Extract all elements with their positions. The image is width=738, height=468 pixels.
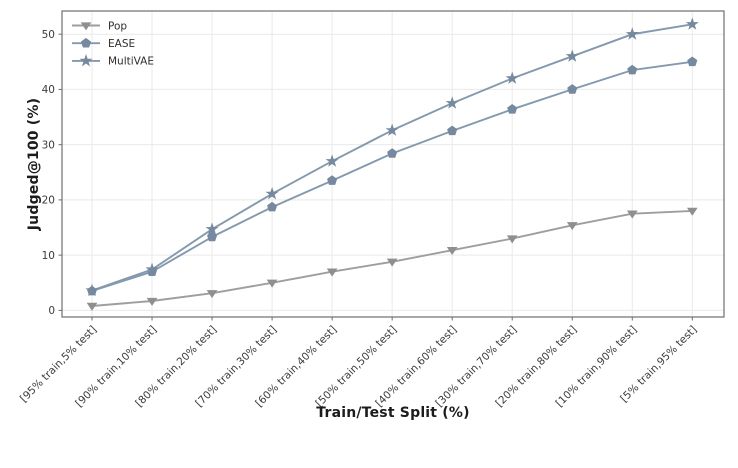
y-axis-title: Judged@100 (%) (26, 97, 42, 231)
marker-multivae (145, 262, 159, 276)
marker-pop (446, 247, 458, 256)
y-tick-label: 50 (42, 29, 55, 41)
marker-ease (567, 84, 578, 94)
marker-pop (506, 235, 518, 244)
x-axis-title: Train/Test Split (%) (316, 405, 470, 421)
marker-ease (447, 125, 458, 136)
y-tick-label: 20 (42, 195, 55, 207)
marker-multivae (625, 27, 639, 40)
marker-multivae (505, 71, 519, 84)
marker-ease (627, 64, 638, 75)
marker-ease (207, 231, 218, 242)
legend-label-multivae: MultiVAE (108, 56, 154, 68)
marker-multivae (685, 17, 699, 30)
marker-pop (626, 210, 638, 219)
marker-pop (86, 302, 98, 311)
marker-pop (386, 258, 398, 267)
y-tick-label: 0 (48, 305, 55, 317)
marker-ease (687, 56, 698, 67)
y-tick-label: 40 (42, 84, 55, 96)
marker-multivae (565, 49, 579, 62)
marker-pop (146, 297, 158, 306)
marker-pop (686, 207, 698, 216)
marker-pop (266, 279, 278, 288)
marker-multivae (325, 154, 339, 167)
plot-border (61, 10, 725, 318)
y-tick-label: 10 (42, 250, 55, 262)
marker-multivae (385, 123, 399, 136)
legend-marker-ease (80, 37, 92, 48)
marker-ease (267, 201, 278, 212)
legend-marker-pop (80, 22, 92, 31)
marker-ease (507, 104, 518, 114)
legend-label-pop: Pop (108, 20, 127, 32)
marker-pop (566, 222, 578, 231)
marker-pop (326, 268, 338, 277)
y-tick-label: 30 (42, 139, 55, 151)
marker-ease (387, 148, 398, 158)
marker-multivae (85, 283, 99, 297)
marker-ease (327, 175, 338, 185)
legend-marker-multivae (79, 54, 93, 67)
marker-multivae (265, 186, 279, 200)
marker-multivae (445, 96, 459, 109)
marker-pop (206, 290, 218, 299)
marker-multivae (205, 222, 219, 235)
legend-label-ease: EASE (108, 38, 135, 50)
